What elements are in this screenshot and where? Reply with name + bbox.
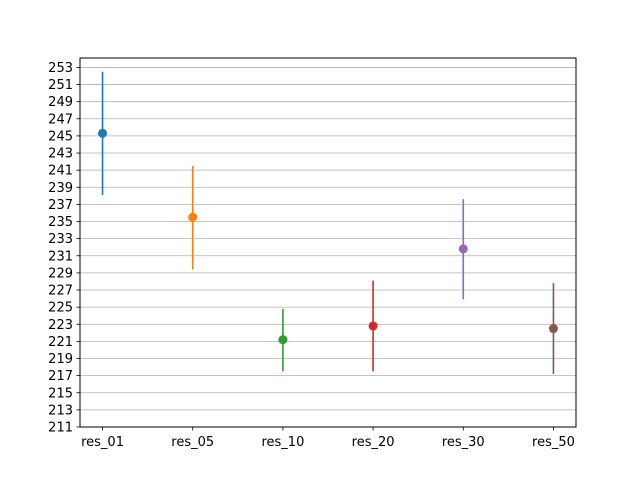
y-tick-label: 253 (48, 61, 73, 76)
y-tick-label: 213 (48, 403, 73, 418)
y-tick-label: 247 (48, 112, 73, 127)
mean-point-res_50 (548, 324, 558, 334)
y-tick-label: 231 (48, 249, 73, 264)
y-tick-label: 251 (48, 78, 73, 93)
y-tick-label: 229 (48, 266, 73, 281)
y-tick-label: 221 (48, 335, 73, 350)
y-tick-label: 211 (48, 421, 73, 436)
mean-point-res_05 (188, 212, 198, 222)
x-tick-label: res_50 (532, 435, 575, 450)
y-tick-label: 219 (48, 352, 73, 367)
x-tick-label: res_30 (442, 435, 485, 450)
mean-point-res_20 (368, 321, 378, 331)
x-tick-label: res_01 (81, 435, 124, 450)
y-tick-label: 249 (48, 95, 73, 110)
mean-point-res_30 (458, 244, 468, 254)
y-tick-label: 243 (48, 147, 73, 162)
x-tick-label: res_10 (261, 435, 304, 450)
y-tick-label: 227 (48, 284, 73, 299)
data-series (98, 71, 558, 374)
y-tick-label: 237 (48, 198, 73, 213)
plot-frame (79, 57, 577, 428)
y-tick-label: 241 (48, 164, 73, 179)
y-axis-ticks: 211 213 215 217 219 221 223 225 227 229 231 233 235 2… (48, 61, 80, 436)
x-axis-ticks: res_01 res_05 res_10 res_20 res_30 res_50 (81, 427, 575, 450)
mean-point-res_01 (98, 128, 108, 138)
y-gridlines (80, 67, 576, 428)
mean-point-res_10 (278, 335, 288, 345)
y-tick-label: 245 (48, 129, 73, 144)
y-tick-label: 215 (48, 386, 73, 401)
y-tick-label: 235 (48, 215, 73, 230)
y-tick-label: 223 (48, 318, 73, 333)
x-tick-label: res_20 (352, 435, 395, 450)
y-tick-label: 233 (48, 232, 73, 247)
x-tick-label: res_05 (171, 435, 214, 450)
y-tick-label: 225 (48, 301, 73, 316)
y-tick-label: 217 (48, 369, 73, 384)
y-tick-label: 239 (48, 181, 73, 196)
